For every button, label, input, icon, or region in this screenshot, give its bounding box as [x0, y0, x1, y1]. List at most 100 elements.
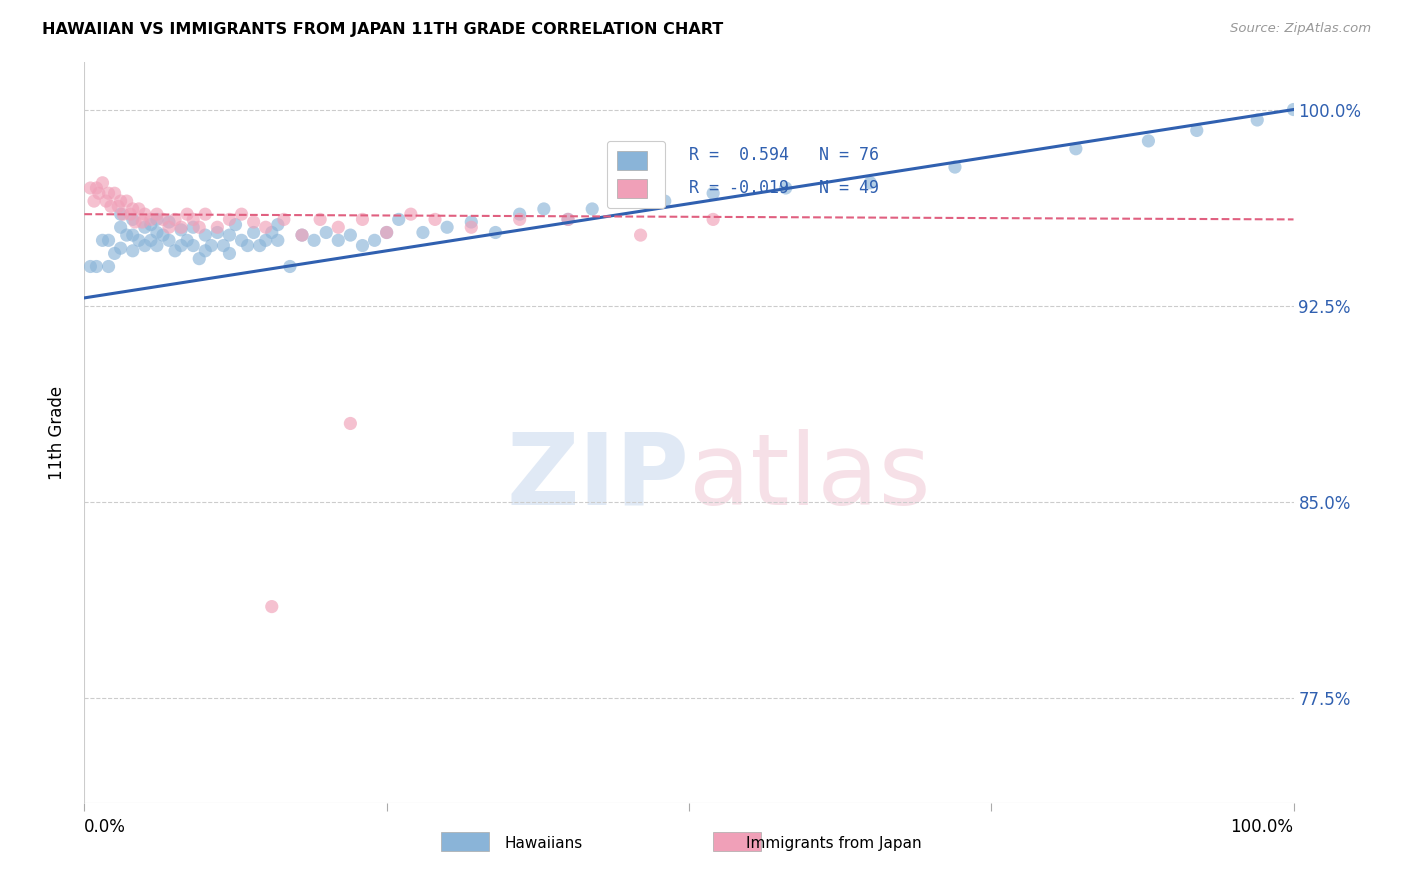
Text: 0.0%: 0.0%: [84, 819, 127, 837]
Point: [97, 186, 120, 201]
Point: [1185, 123, 1208, 137]
Point: [83, 194, 105, 208]
Point: [110, 241, 132, 255]
Point: [267, 218, 290, 232]
Point: [139, 212, 162, 227]
Point: [170, 223, 193, 237]
Point: [260, 599, 283, 614]
Text: R = -0.019   N = 49: R = -0.019 N = 49: [689, 179, 879, 197]
Point: [112, 207, 135, 221]
Point: [165, 244, 187, 258]
Point: [460, 220, 482, 235]
Point: [157, 220, 180, 235]
Text: Immigrants from Japan: Immigrants from Japan: [747, 836, 922, 851]
Point: [128, 233, 150, 247]
Point: [207, 226, 229, 240]
Point: [260, 226, 283, 240]
Point: [100, 199, 122, 213]
Point: [249, 238, 271, 252]
Point: [170, 238, 193, 252]
Point: [104, 246, 127, 260]
Point: [278, 260, 301, 274]
Point: [557, 212, 579, 227]
Point: [273, 212, 295, 227]
Point: [388, 212, 411, 227]
Point: [194, 207, 217, 221]
Point: [97, 260, 120, 274]
Point: [115, 194, 138, 208]
Point: [188, 220, 211, 235]
Point: [218, 212, 240, 227]
Point: [225, 218, 247, 232]
Point: [242, 215, 264, 229]
Point: [302, 233, 325, 247]
Point: [94, 194, 117, 208]
Text: 100.0%: 100.0%: [1230, 819, 1294, 837]
Point: [97, 233, 120, 247]
Point: [533, 202, 555, 216]
Point: [412, 226, 434, 240]
Point: [242, 226, 264, 240]
Point: [1246, 113, 1268, 128]
Point: [176, 233, 198, 247]
Point: [194, 228, 217, 243]
Point: [363, 233, 385, 247]
Point: [110, 207, 132, 221]
Point: [654, 194, 676, 208]
Point: [157, 233, 180, 247]
Text: Hawaiians: Hawaiians: [505, 836, 583, 851]
Point: [152, 212, 174, 227]
Point: [859, 176, 882, 190]
Point: [131, 215, 153, 229]
Point: [557, 212, 579, 227]
Point: [218, 228, 240, 243]
Point: [91, 176, 114, 190]
Point: [509, 212, 531, 227]
Point: [423, 212, 446, 227]
Point: [291, 228, 314, 243]
FancyBboxPatch shape: [713, 832, 762, 851]
Point: [194, 244, 217, 258]
Point: [231, 233, 253, 247]
Point: [509, 207, 531, 221]
Point: [605, 194, 627, 208]
Point: [315, 226, 337, 240]
Point: [107, 199, 129, 213]
Point: [254, 220, 277, 235]
Point: [328, 233, 350, 247]
Point: [134, 220, 156, 235]
Y-axis label: 11th Grade: 11th Grade: [48, 385, 66, 480]
Point: [139, 233, 162, 247]
Text: Source: ZipAtlas.com: Source: ZipAtlas.com: [1230, 22, 1371, 36]
Point: [146, 226, 169, 240]
Point: [139, 218, 162, 232]
Point: [200, 238, 222, 252]
Point: [1282, 103, 1305, 117]
Point: [181, 220, 204, 235]
Point: [399, 207, 422, 221]
Text: HAWAIIAN VS IMMIGRANTS FROM JAPAN 11TH GRADE CORRELATION CHART: HAWAIIAN VS IMMIGRANTS FROM JAPAN 11TH G…: [42, 22, 724, 37]
Point: [146, 212, 169, 227]
Point: [309, 212, 332, 227]
Point: [352, 238, 374, 252]
Point: [291, 228, 314, 243]
Text: ZIP: ZIP: [506, 428, 689, 525]
Point: [87, 186, 110, 201]
Point: [115, 228, 138, 243]
Point: [702, 186, 724, 201]
Point: [146, 207, 169, 221]
Point: [218, 246, 240, 260]
Point: [170, 220, 193, 235]
Point: [176, 207, 198, 221]
Point: [120, 207, 142, 221]
Point: [121, 244, 143, 258]
Point: [460, 215, 482, 229]
Point: [79, 260, 101, 274]
Text: R =  0.594   N = 76: R = 0.594 N = 76: [689, 146, 879, 164]
Point: [121, 212, 143, 227]
Point: [86, 181, 108, 195]
Point: [104, 186, 127, 201]
Point: [86, 260, 108, 274]
Legend: , : ,: [606, 141, 665, 208]
Point: [134, 238, 156, 252]
